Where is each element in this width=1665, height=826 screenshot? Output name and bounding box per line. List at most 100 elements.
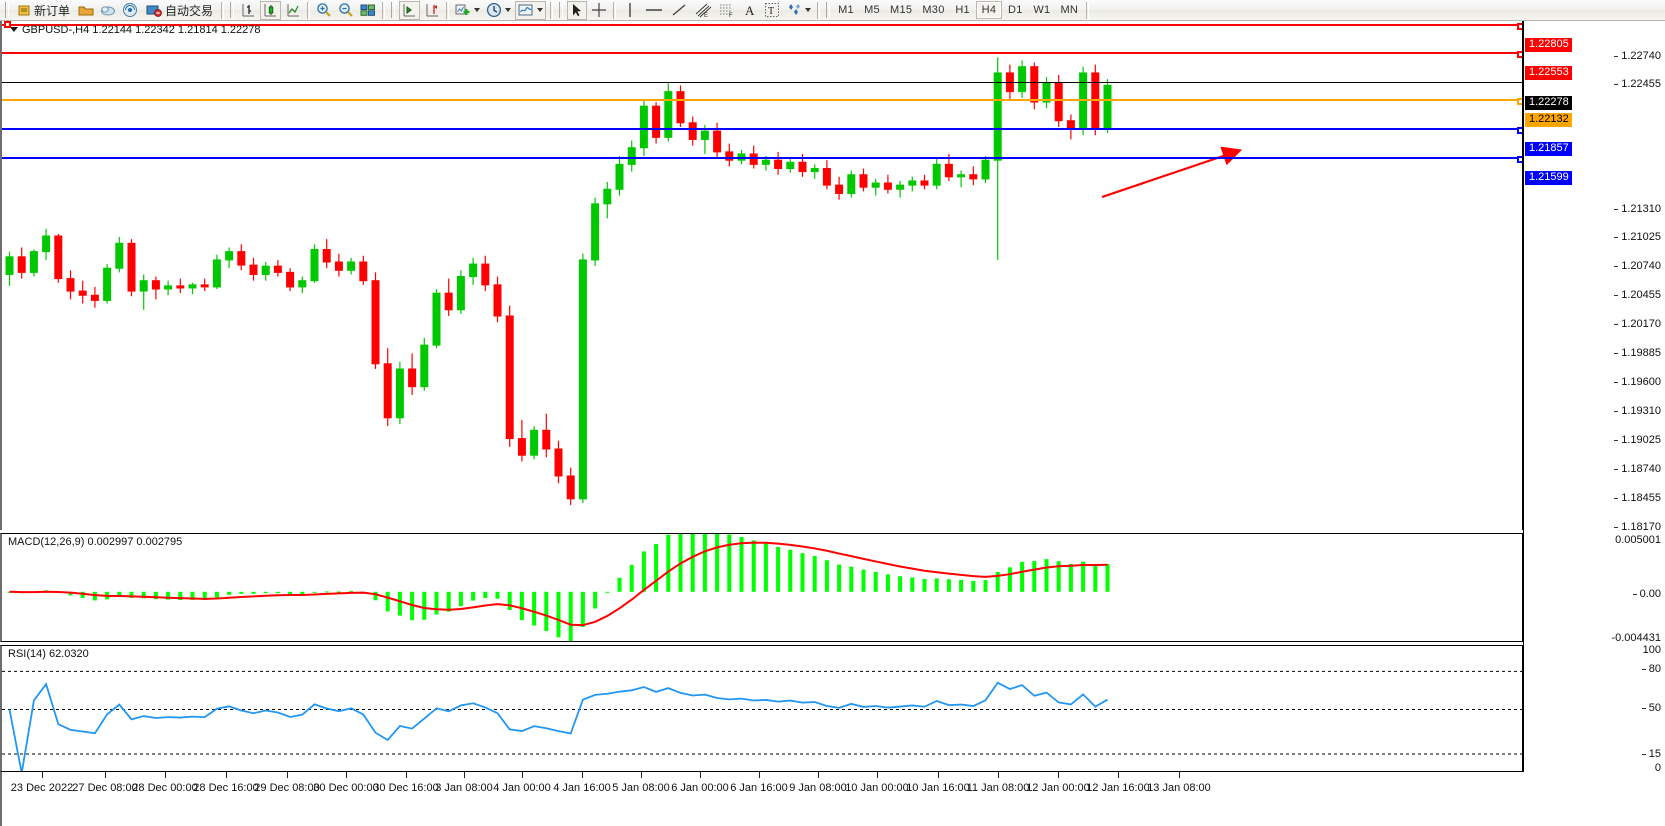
templates-caret-icon[interactable] [537,8,544,12]
trendline-button[interactable] [668,1,690,20]
level-handle[interactable] [1517,51,1522,58]
level-line-pivot[interactable] [2,98,1522,105]
price-level-tag-red[interactable]: 1.22805 [1525,38,1572,52]
chart-area[interactable]: GBPUSD-,H4 1.22144 1.22342 1.21814 1.222… [0,21,1665,826]
zoom-in-button[interactable] [314,1,334,20]
macd-histogram-bar [446,591,451,612]
timeframe-button-d1[interactable]: D1 [1002,1,1028,19]
toolbar-grip[interactable] [5,2,9,18]
text-button[interactable]: A [740,1,760,20]
toolbar-separator-7 [817,1,821,19]
level-line-support-1[interactable] [2,127,1522,134]
time-axis-label: 6 Jan 16:00 [730,782,788,794]
candlestick-chart-button[interactable] [260,0,282,20]
candle-body [237,251,246,266]
crosshair-button[interactable] [589,1,609,20]
macd-histogram-bar [751,540,756,592]
timeframe-button-mn[interactable]: MN [1055,1,1083,19]
price-axis[interactable]: 1.22740 1.22455 1.21310 1.21025 1.20740 1.204… [1523,21,1665,826]
chart-type-grip[interactable] [230,2,235,18]
price-pane[interactable]: GBPUSD-,H4 1.22144 1.22342 1.21814 1.222… [0,21,1523,530]
horizontal-line-button[interactable] [642,1,666,20]
timeframe-button-m1[interactable]: M1 [833,1,859,19]
signal-button[interactable] [120,1,140,20]
price-level-tag-orange[interactable]: 1.22132 [1525,113,1572,127]
chart-dropdown-icon[interactable] [10,27,18,32]
macd-histogram-bar [995,571,1000,592]
macd-histogram-bar [300,591,305,595]
macd-histogram-bar [580,591,585,627]
candle-body [78,290,87,296]
price-level-tag-blue[interactable]: 1.21857 [1525,142,1572,156]
level-line-resistance-1[interactable] [2,51,1522,58]
candle-body [896,184,905,190]
new-order-button[interactable]: 新订单 [13,1,74,20]
chart-corner-handle[interactable] [4,21,11,28]
auto-trading-button[interactable]: 自动交易 [142,1,217,20]
rsi-axis-label: 15 [1641,748,1661,760]
macd-histogram-bar [654,544,659,592]
macd-histogram-bar [324,591,329,593]
timeframe-button-m30[interactable]: M30 [917,1,949,19]
timeframe-label: MN [1060,4,1079,16]
indicators-caret-icon[interactable] [474,8,481,12]
text-label-button[interactable]: T [762,1,782,20]
chart-shift-button[interactable] [422,1,442,20]
tile-windows-button[interactable] [358,1,378,20]
svg-text:A: A [745,3,755,18]
period-button[interactable] [484,1,513,20]
level-handle[interactable] [1517,127,1522,134]
templates-button[interactable] [515,0,547,20]
price-level-tag-blue[interactable]: 1.21599 [1525,171,1572,185]
vertical-line-button[interactable] [620,1,640,20]
macd-histogram-bar [617,577,622,592]
time-tick-mark [287,772,288,778]
timeframe-grip[interactable] [826,2,831,18]
cursor-button[interactable] [567,0,588,20]
shapes-button[interactable] [784,1,813,20]
cloud-button[interactable] [98,1,118,20]
macd-histogram-bar [422,591,427,620]
price-tick-label: 1.19310 [1614,405,1661,417]
price-level-tag-black[interactable]: 1.22278 [1525,96,1572,110]
rsi-pane[interactable]: RSI(14) 62.0320 [0,645,1523,772]
level-line-resistance-2[interactable] [2,23,1522,30]
level-line-support-2[interactable] [2,156,1522,163]
period-caret-icon[interactable] [505,8,512,12]
line-chart-button[interactable] [283,1,303,20]
indicators-button[interactable] [453,1,482,20]
candle-body [761,159,770,165]
macd-histogram-bar [800,553,805,592]
scroll-grip[interactable] [391,2,396,18]
timeframe-label: M15 [890,4,913,16]
auto-scroll-button[interactable] [399,0,421,20]
zoom-out-icon [338,2,354,18]
shapes-caret-icon[interactable] [805,8,812,12]
macd-histogram-bar [556,591,561,638]
text-label-icon: T [764,2,780,18]
macd-histogram-bar [605,591,610,593]
candle-body [54,235,63,280]
timeframe-button-m5[interactable]: M5 [859,1,885,19]
equidistant-channel-button[interactable]: E [692,1,714,20]
fibonacci-button[interactable]: F [716,1,738,20]
level-handle[interactable] [1517,23,1522,30]
level-handle[interactable] [1517,156,1522,163]
folder-button[interactable] [76,1,96,20]
macd-pane[interactable]: MACD(12,26,9) 0.002997 0.002795 [0,533,1523,642]
price-level-tag-red[interactable]: 1.22553 [1525,66,1572,80]
timeframe-button-w1[interactable]: W1 [1028,1,1055,19]
timeframe-button-m15[interactable]: M15 [885,1,917,19]
timeframe-button-h1[interactable]: H1 [950,1,976,19]
macd-histogram-bar [922,578,927,592]
candle-body [359,261,368,282]
level-handle[interactable] [1517,98,1522,105]
drawing-grip[interactable] [559,2,564,18]
zoom-out-button[interactable] [336,1,356,20]
bar-chart-button[interactable] [238,1,258,20]
svg-text:E: E [704,13,708,18]
timeframe-button-h4[interactable]: H4 [975,1,1003,19]
signal-icon [122,2,138,18]
candle-body [835,184,844,194]
time-axis[interactable]: 23 Dec 2022 27 Dec 08:00 28 Dec 00:00 28 De… [0,772,1523,826]
